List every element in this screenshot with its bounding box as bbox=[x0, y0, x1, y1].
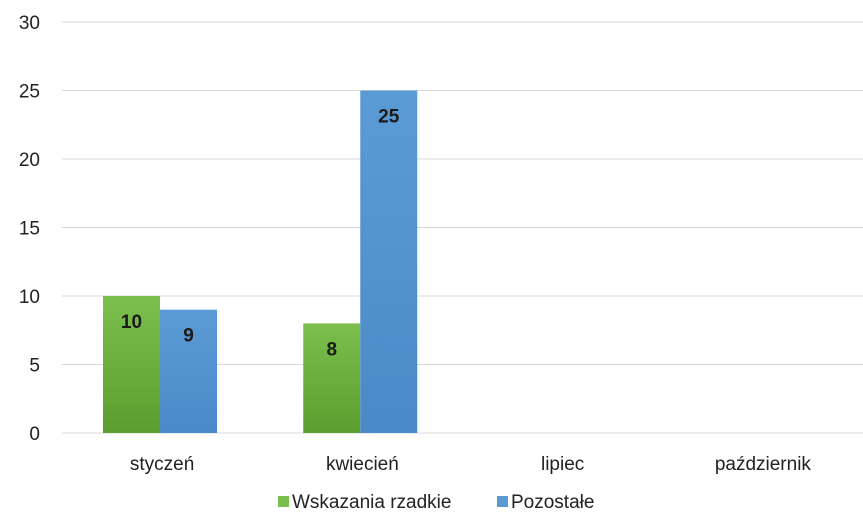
x-category-label-0: styczeń bbox=[130, 454, 194, 475]
y-tick-label-25: 25 bbox=[19, 82, 40, 103]
x-category-label-2: lipiec bbox=[541, 454, 584, 475]
bar-pozostałe-0 bbox=[160, 309, 217, 433]
x-axis-categories: styczeń kwiecień lipiec październik bbox=[130, 454, 812, 475]
y-axis-ticks: 0 5 10 15 20 25 30 bbox=[19, 13, 40, 445]
data-label-0-0: 10 bbox=[121, 312, 142, 333]
legend-swatch-1 bbox=[497, 496, 508, 507]
bar-pozostałe-1 bbox=[360, 90, 418, 433]
data-label-1-0: 9 bbox=[183, 326, 194, 347]
data-label-0-1: 8 bbox=[326, 339, 337, 360]
bars bbox=[103, 90, 418, 433]
legend: Wskazania rzadkie Pozostałe bbox=[278, 492, 594, 513]
y-tick-label-0: 0 bbox=[29, 424, 40, 445]
legend-swatch-0 bbox=[278, 496, 289, 507]
y-tick-label-10: 10 bbox=[19, 287, 40, 308]
y-tick-label-15: 15 bbox=[19, 219, 40, 240]
y-tick-label-30: 30 bbox=[19, 13, 40, 34]
bar-wskazania-rzadkie-1 bbox=[303, 323, 361, 433]
y-tick-label-20: 20 bbox=[19, 150, 40, 171]
y-tick-label-5: 5 bbox=[29, 356, 40, 377]
bar-wskazania-rzadkie-0 bbox=[103, 296, 160, 433]
legend-label-1: Pozostałe bbox=[511, 492, 594, 513]
legend-label-0: Wskazania rzadkie bbox=[292, 492, 451, 513]
legend-item-1: Pozostałe bbox=[497, 492, 594, 513]
legend-item-0: Wskazania rzadkie bbox=[278, 492, 451, 513]
x-category-label-3: październik bbox=[715, 454, 812, 475]
x-category-label-1: kwiecień bbox=[326, 454, 399, 475]
data-labels: 10 9 8 25 bbox=[121, 107, 400, 361]
data-label-1-1: 25 bbox=[378, 107, 400, 128]
